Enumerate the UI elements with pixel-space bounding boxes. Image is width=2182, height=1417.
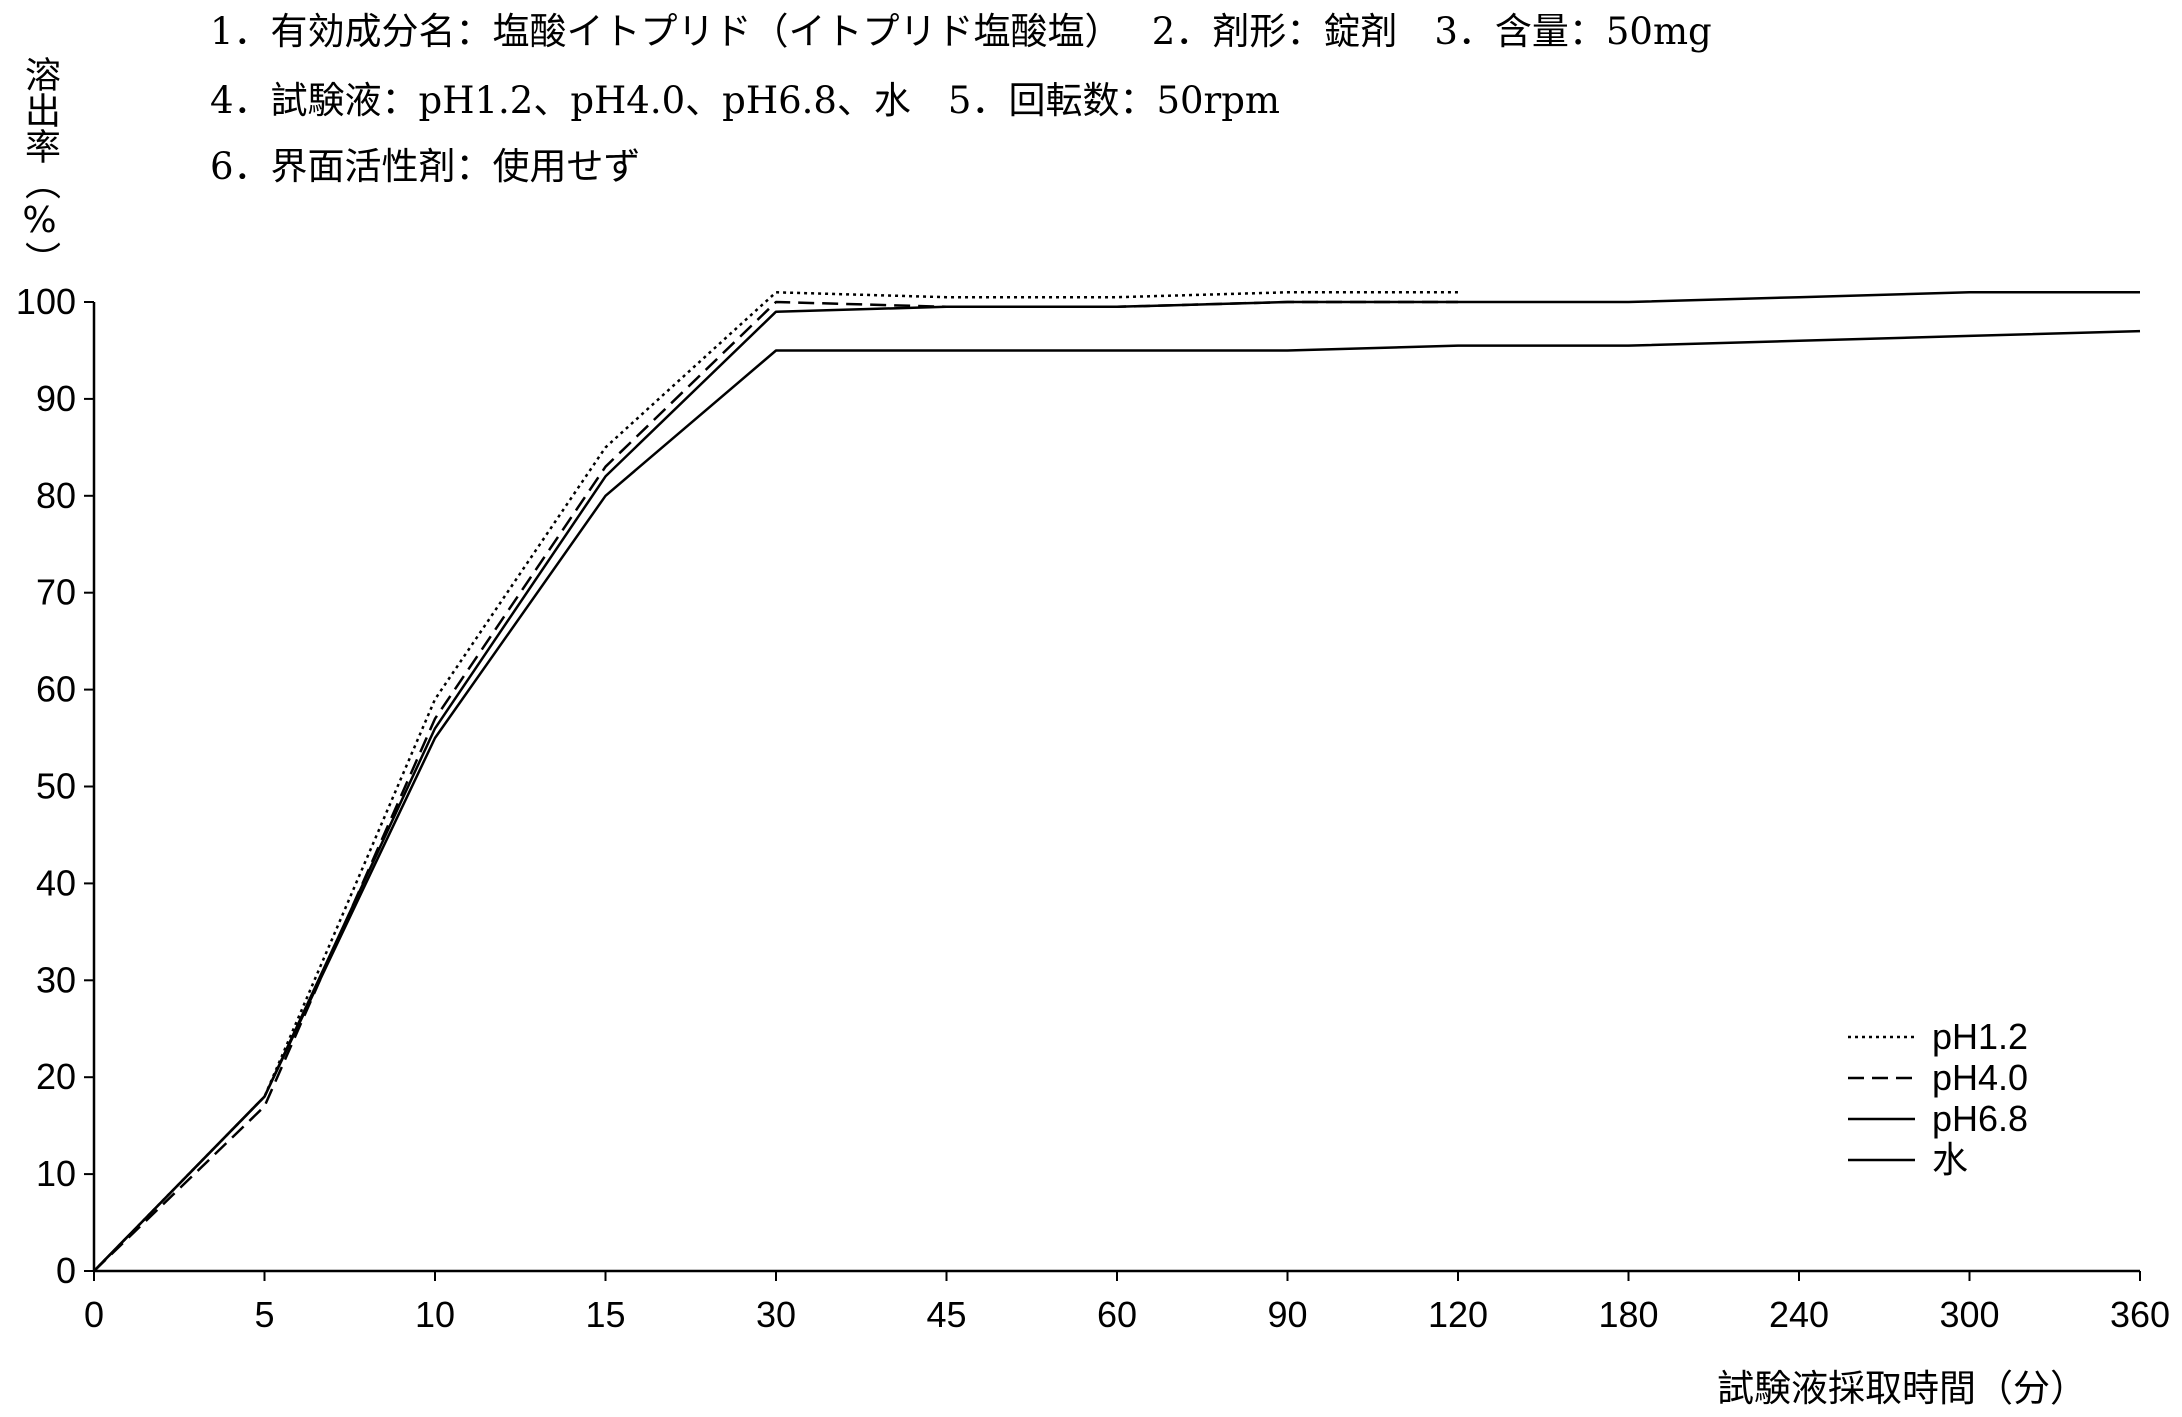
y-tick-label-80: 80 (36, 475, 76, 516)
x-tick-label-180: 180 (1598, 1294, 1658, 1335)
y-tick-label-0: 0 (56, 1250, 76, 1291)
series-line-1 (93, 300, 1458, 1272)
y-tick-label-10: 10 (36, 1153, 76, 1194)
x-tick-label-300: 300 (1939, 1294, 1999, 1335)
x-tick-label-90: 90 (1267, 1294, 1307, 1335)
x-tick-label-360: 360 (2110, 1294, 2170, 1335)
x-tick-label-45: 45 (926, 1294, 966, 1335)
y-tick-label-60: 60 (36, 669, 76, 710)
x-axis-label: 試験液採取時間（分） (1717, 1367, 2087, 1410)
x-tick-label-60: 60 (1097, 1294, 1137, 1335)
data-series (93, 291, 2141, 1272)
x-tick-label-10: 10 (415, 1294, 455, 1335)
legend-label-1: pH4.0 (1932, 1057, 2028, 1098)
legend-label-2: pH6.8 (1932, 1098, 2028, 1139)
y-tick-label-90: 90 (36, 378, 76, 419)
test-conditions-line-3: 6．界面活性剤：使用せず (210, 145, 641, 188)
x-ticks: 0 5 10 15 30 45 60 90 120 180 240 300 360 (84, 1271, 2170, 1335)
series-line-0 (93, 291, 1458, 1272)
test-conditions-line-1: 1．有効成分名：塩酸イトプリド（イトプリド塩酸塩） 2．剤形：錠剤 3．含量：5… (210, 10, 1712, 53)
x-tick-label-5: 5 (254, 1294, 274, 1335)
y-axis-label: 溶出率（%） (19, 56, 60, 277)
x-tick-label-0: 0 (84, 1294, 104, 1335)
y-tick-label-30: 30 (36, 959, 76, 1000)
y-tick-label-100: 100 (16, 281, 76, 322)
test-conditions-line-2: 4．試験液：pH1.2、pH4.0、pH6.8、水 5．回転数：50rpm (210, 79, 1280, 122)
y-tick-label-20: 20 (36, 1056, 76, 1097)
y-tick-label-50: 50 (36, 766, 76, 807)
x-tick-label-120: 120 (1428, 1294, 1488, 1335)
y-tick-label-40: 40 (36, 862, 76, 903)
legend-label-0: pH1.2 (1932, 1016, 2028, 1057)
legend-label-3: 水 (1932, 1139, 1968, 1180)
series-line-3 (93, 329, 2141, 1272)
x-tick-label-30: 30 (756, 1294, 796, 1335)
chart-axes (92, 302, 2140, 1273)
x-tick-label-240: 240 (1769, 1294, 1829, 1335)
x-tick-label-15: 15 (585, 1294, 625, 1335)
y-ticks: 0 10 20 30 40 50 60 70 80 90 100 (16, 281, 94, 1291)
series-line-2 (93, 291, 2140, 1272)
y-tick-label-70: 70 (36, 572, 76, 613)
